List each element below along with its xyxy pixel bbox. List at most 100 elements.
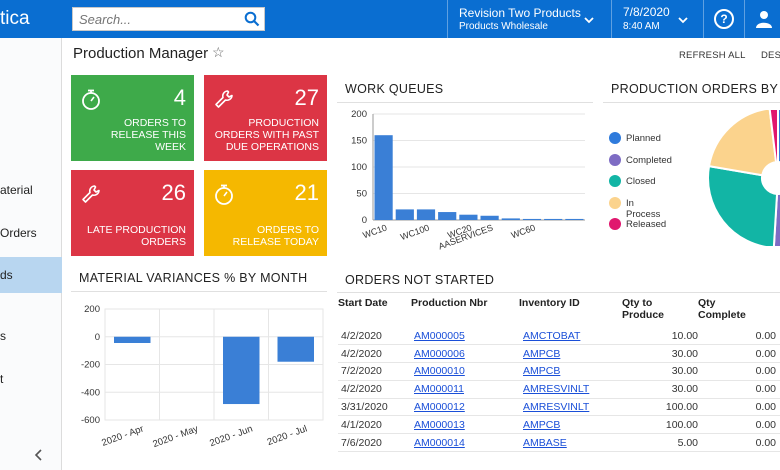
production-orders-status-title: PRODUCTION ORDERS BY S xyxy=(611,82,780,96)
sidebar-item-orders[interactable]: Orders xyxy=(0,226,37,240)
x-tick-label: 2020 - Jul xyxy=(266,423,309,448)
divider xyxy=(447,0,448,38)
cell-qty-to-produce: 5.00 xyxy=(622,433,698,453)
table-row[interactable]: 4/2/2020 AM000011 AMRESVINLT 30.00 0.00 xyxy=(338,380,780,399)
user-icon[interactable] xyxy=(756,10,772,28)
chevron-down-icon[interactable] xyxy=(584,15,594,25)
bar xyxy=(395,209,414,220)
tile-label: ORDERS TO RELEASE THIS WEEK xyxy=(110,117,186,153)
table-row[interactable]: 3/31/2020 AM000012 AMRESVINLT 100.00 0.00 xyxy=(338,398,780,417)
inventory-id-link[interactable]: AMPCB xyxy=(523,347,561,360)
table-row[interactable]: 7/6/2020 AM000014 AMBASE 5.00 0.00 xyxy=(338,433,780,453)
search-input[interactable] xyxy=(73,8,238,30)
cell-qty-complete: 0.00 xyxy=(698,433,780,453)
tile-label: ORDERS TO RELEASE TODAY xyxy=(232,224,319,248)
favorite-star-icon[interactable]: ☆ xyxy=(212,44,225,60)
work-queues-title: WORK QUEUES xyxy=(345,82,444,96)
inventory-id-link[interactable]: AMPCB xyxy=(523,418,561,431)
tenant-name: Revision Two Products xyxy=(459,6,581,20)
y-tick-label: 200 xyxy=(351,109,367,120)
orders-not-started-table: Start Date Production Nbr Inventory ID Q… xyxy=(338,297,780,453)
table-row[interactable]: 7/2/2020 AM000010 AMPCB 30.00 0.00 xyxy=(338,362,780,381)
tile-late-production-orders[interactable]: 26 LATE PRODUCTION ORDERS xyxy=(71,170,194,256)
cell-start-date: 7/2/2020 xyxy=(338,362,411,381)
divider xyxy=(337,292,780,293)
inventory-id-link[interactable]: AMRESVINLT xyxy=(523,383,590,396)
inventory-id-link[interactable]: AMCTOBAT xyxy=(523,329,581,342)
cell-qty-to-produce: 30.00 xyxy=(622,380,698,399)
search-box[interactable] xyxy=(72,7,265,31)
bar xyxy=(544,218,563,220)
bar xyxy=(438,212,457,220)
cell-start-date: 3/31/2020 xyxy=(338,398,411,417)
cell-qty-complete: 0.00 xyxy=(698,380,780,399)
x-tick-label: 2020 - May xyxy=(151,423,200,450)
divider xyxy=(703,0,704,38)
cell-qty-complete: 0.00 xyxy=(698,344,780,364)
app-logo[interactable]: tica xyxy=(0,8,30,29)
bar xyxy=(114,336,151,343)
tile-past-due-operations[interactable]: 27 PRODUCTION ORDERS WITH PAST DUE OPERATI… xyxy=(204,75,327,161)
production-nbr-link[interactable]: AM000013 xyxy=(414,418,465,431)
table-row[interactable]: 4/2/2020 AM000006 AMPCB 30.00 0.00 xyxy=(338,344,780,364)
collapse-sidebar-icon[interactable] xyxy=(33,448,43,462)
tile-value: 27 xyxy=(294,85,319,110)
x-tick-label: WC60 xyxy=(510,222,537,240)
sidebar-item-dashboards[interactable]: ds xyxy=(0,257,62,293)
production-nbr-link[interactable]: AM000006 xyxy=(414,347,465,360)
material-variances-title: MATERIAL VARIANCES % BY MONTH xyxy=(79,271,308,285)
bar xyxy=(565,218,584,220)
table-row[interactable]: 4/1/2020 AM000013 AMPCB 100.00 0.00 xyxy=(338,415,780,435)
sidebar-item-material[interactable]: aterial xyxy=(0,183,33,197)
sidebar: aterial Orders ds s t xyxy=(0,38,62,470)
production-nbr-link[interactable]: AM000011 xyxy=(414,383,465,396)
x-tick-label: 2020 - Jun xyxy=(208,423,254,449)
y-tick-label: -400 xyxy=(81,387,100,398)
legend-swatch xyxy=(609,153,621,166)
bar xyxy=(522,218,542,220)
cell-start-date: 4/2/2020 xyxy=(338,327,411,346)
cell-qty-complete: 0.00 xyxy=(698,362,780,381)
top-bar: tica Revision Two Products Products Whol… xyxy=(0,0,780,38)
search-icon[interactable] xyxy=(244,11,260,27)
cell-start-date: 4/2/2020 xyxy=(338,344,411,364)
x-tick-label: 2020 - Apr xyxy=(100,423,145,448)
legend-swatch xyxy=(609,132,621,144)
tenant-selector[interactable]: Revision Two Products Products Wholesale xyxy=(459,6,581,32)
inventory-id-link[interactable]: AMBASE xyxy=(523,436,567,449)
bar xyxy=(416,209,436,220)
y-tick-label: 150 xyxy=(351,136,367,147)
production-nbr-link[interactable]: AM000014 xyxy=(414,436,465,449)
tile-label: LATE PRODUCTION ORDERS xyxy=(87,224,186,248)
page-title: Production Manager xyxy=(73,45,209,62)
bar xyxy=(277,336,314,362)
cell-qty-complete: 0.00 xyxy=(698,327,780,346)
date-selector[interactable]: 7/8/2020 8:40 AM xyxy=(623,5,670,32)
chevron-down-icon[interactable] xyxy=(678,15,688,25)
help-icon[interactable]: ? xyxy=(714,9,734,29)
cell-qty-to-produce: 100.00 xyxy=(622,398,698,417)
column-header-inventory-id[interactable]: Inventory ID xyxy=(519,297,580,309)
inventory-id-link[interactable]: AMPCB xyxy=(523,365,561,378)
production-nbr-link[interactable]: AM000010 xyxy=(414,365,465,378)
production-nbr-link[interactable]: AM000012 xyxy=(414,401,465,414)
status-pie-chart xyxy=(707,110,780,246)
bar xyxy=(223,336,260,405)
sidebar-item-processes[interactable]: s xyxy=(0,329,6,343)
inventory-id-link[interactable]: AMRESVINLT xyxy=(523,401,590,414)
column-header-qty-to-produce[interactable]: Qty to Produce xyxy=(622,297,665,321)
divider xyxy=(71,291,327,292)
sidebar-item-reports[interactable]: t xyxy=(0,372,4,386)
column-header-production-nbr[interactable]: Production Nbr xyxy=(411,297,488,309)
tile-orders-release-today[interactable]: 21 ORDERS TO RELEASE TODAY xyxy=(204,170,327,256)
column-header-qty-complete[interactable]: Qty Complete xyxy=(698,297,746,321)
tile-orders-release-week[interactable]: 4 ORDERS TO RELEASE THIS WEEK xyxy=(71,75,194,161)
wrench-icon xyxy=(82,185,100,203)
refresh-all-button[interactable]: REFRESH ALL xyxy=(679,50,746,61)
business-time: 8:40 AM xyxy=(623,21,660,32)
production-nbr-link[interactable]: AM000005 xyxy=(414,329,465,342)
design-button[interactable]: DES xyxy=(761,50,780,61)
legend-swatch xyxy=(609,218,621,230)
column-header-start-date[interactable]: Start Date xyxy=(338,297,388,309)
table-row[interactable]: 4/2/2020 AM000005 AMCTOBAT 10.00 0.00 xyxy=(338,327,780,346)
